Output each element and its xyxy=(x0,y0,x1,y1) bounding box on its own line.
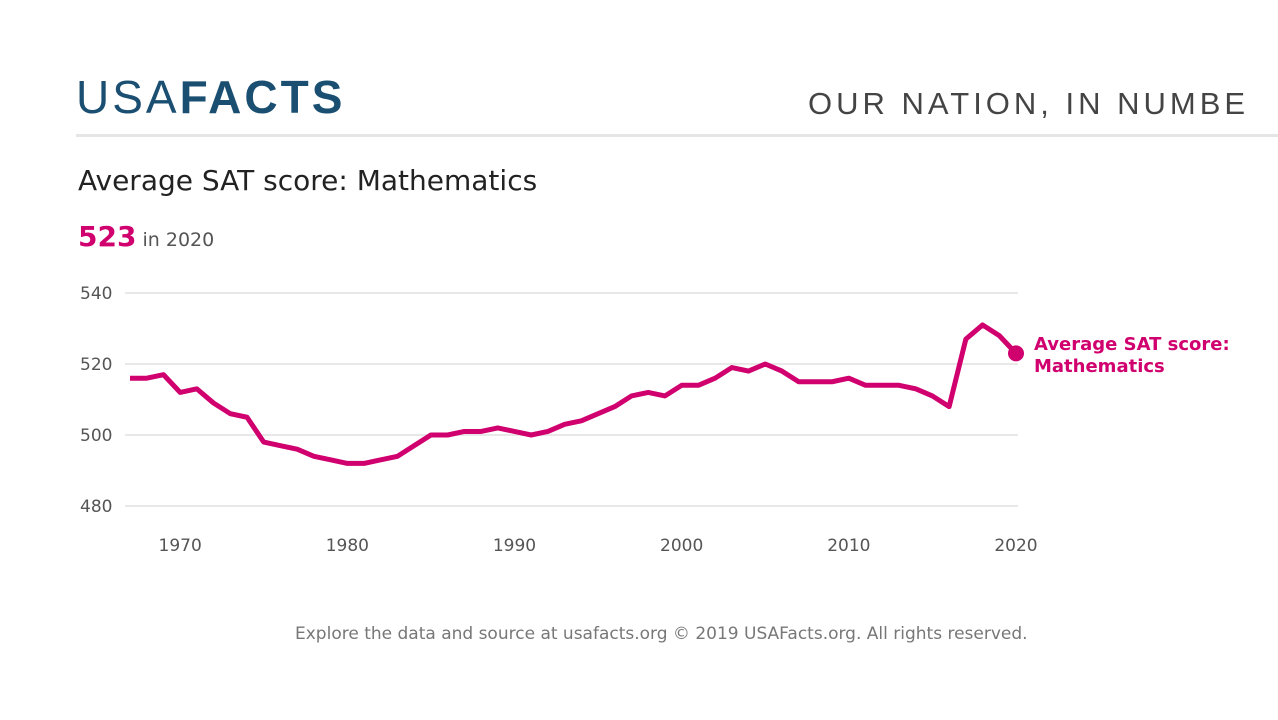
y-tick-label: 540 xyxy=(80,284,112,304)
y-tick-label: 480 xyxy=(80,497,112,517)
series-label: Mathematics xyxy=(1034,356,1165,377)
x-tick-label: 1980 xyxy=(326,536,369,556)
chart-title: Average SAT score: Mathematics xyxy=(78,164,538,197)
y-tick-label: 500 xyxy=(80,426,112,446)
x-tick-label: 1970 xyxy=(159,536,202,556)
x-tick-label: 2010 xyxy=(827,536,870,556)
headline-suffix: in 2020 xyxy=(142,229,215,251)
logo-light: USA xyxy=(76,71,180,123)
usafacts-logo[interactable]: USAFACTS xyxy=(76,70,345,124)
logo-bold: FACTS xyxy=(179,71,346,123)
footer-credit: Explore the data and source at usafacts.… xyxy=(295,624,1028,644)
headline-stat: 523 in 2020 xyxy=(78,220,214,253)
y-tick-label: 520 xyxy=(80,355,112,375)
series-line xyxy=(130,322,1018,466)
x-tick-label: 1990 xyxy=(493,536,536,556)
x-tick-label: 2020 xyxy=(994,536,1037,556)
series-label: Average SAT score: xyxy=(1034,334,1230,355)
tagline: OUR NATION, IN NUMBE xyxy=(808,86,1250,121)
last-point-marker xyxy=(1008,345,1024,362)
x-tick-label: 2000 xyxy=(660,536,703,556)
header-divider xyxy=(76,134,1278,137)
headline-value: 523 xyxy=(78,220,137,253)
